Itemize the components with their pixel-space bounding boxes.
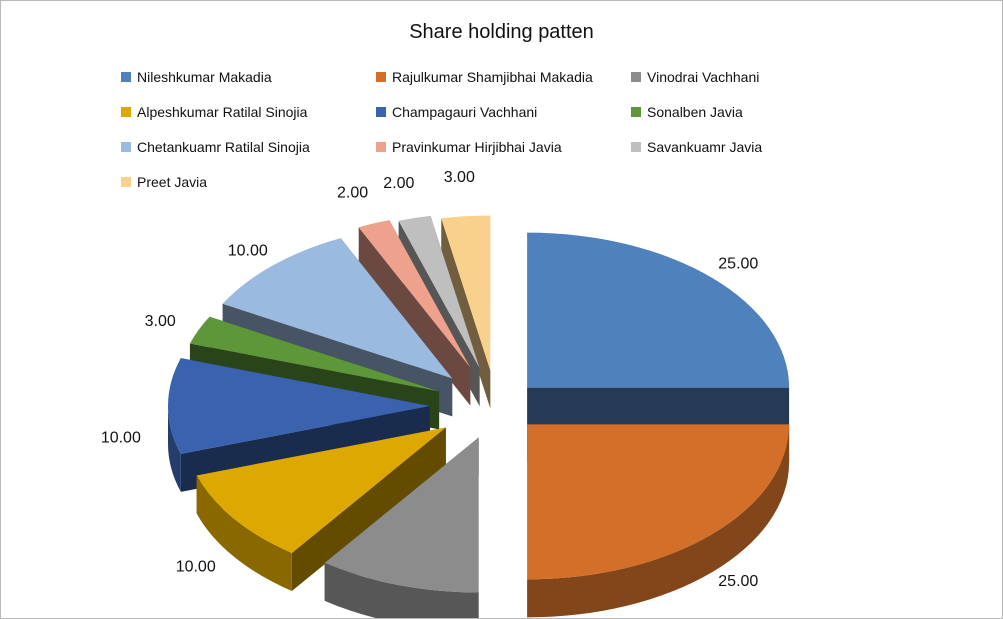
chart-title: Share holding patten <box>409 21 594 43</box>
pie-slice <box>196 427 446 553</box>
data-label: 10.00 <box>228 243 268 260</box>
pie-slice <box>527 232 790 388</box>
data-label: 3.00 <box>145 313 176 330</box>
legend-item: Sonalben Javia <box>631 104 743 120</box>
pie-slice <box>358 220 471 368</box>
legend-item: Pravinkumar Hirjibhai Javia <box>376 139 562 155</box>
legend-swatch <box>121 107 131 117</box>
slice-wall <box>527 387 790 426</box>
legend-swatch <box>631 72 641 82</box>
legend-item: Savankuamr Javia <box>631 139 762 155</box>
legend-item: Alpeshkumar Ratilal Sinojia <box>121 104 307 120</box>
legend-label: Champagauri Vachhani <box>392 104 538 120</box>
legend-item: Nileshkumar Makadia <box>121 69 272 85</box>
legend-item: Preet Javia <box>121 174 207 190</box>
legend-swatch <box>121 177 131 187</box>
data-label: 10.00 <box>176 558 216 575</box>
legend-swatch <box>121 72 131 82</box>
slice-rim <box>527 424 790 618</box>
data-label: 10.00 <box>101 429 141 446</box>
legend-swatch <box>376 107 386 117</box>
legend-swatch <box>121 142 131 152</box>
pie-slice <box>222 238 453 379</box>
legend-swatch <box>631 142 641 152</box>
data-label: 2.00 <box>383 175 414 192</box>
slice-wall <box>441 218 491 409</box>
legend-swatch <box>631 107 641 117</box>
pie-slice <box>167 358 430 454</box>
pie-slice <box>527 424 790 580</box>
legend-label: Vinodrai Vachhani <box>647 69 760 85</box>
legend-label: Nileshkumar Makadia <box>137 69 272 85</box>
legend-label: Sonalben Javia <box>647 104 743 120</box>
data-label: 2.00 <box>337 185 368 202</box>
legend-label: Preet Javia <box>137 174 208 190</box>
legend-item: Chetankuamr Ratilal Sinojia <box>121 139 310 155</box>
data-labels: 25.0025.0010.0010.0010.003.0010.002.002.… <box>101 169 759 590</box>
data-label: 3.00 <box>444 169 475 186</box>
data-label: 25.00 <box>718 256 758 273</box>
slice-tops <box>167 215 790 593</box>
slice-wall <box>358 227 471 406</box>
legend-swatch <box>376 72 386 82</box>
pie-slice <box>441 215 491 371</box>
pie-slice <box>324 437 479 593</box>
slice-rim <box>168 406 181 492</box>
legend-swatch <box>376 142 386 152</box>
legend-item: Rajulkumar Shamjibhai Makadia <box>376 69 593 85</box>
legend-label: Alpeshkumar Ratilal Sinojia <box>137 104 308 120</box>
slice-rim <box>324 562 479 618</box>
data-label: 25.00 <box>718 573 758 590</box>
slice-rim <box>196 475 292 591</box>
legend-label: Savankuamr Javia <box>647 139 763 155</box>
pie-slice <box>189 316 440 392</box>
legend-label: Chetankuamr Ratilal Sinojia <box>137 139 310 155</box>
legend-label: Pravinkumar Hirjibhai Javia <box>392 139 562 155</box>
legend-label: Rajulkumar Shamjibhai Makadia <box>392 69 593 85</box>
legend-item: Champagauri Vachhani <box>376 104 537 120</box>
legend-item: Vinodrai Vachhani <box>631 69 759 85</box>
pie-slice <box>398 215 480 369</box>
